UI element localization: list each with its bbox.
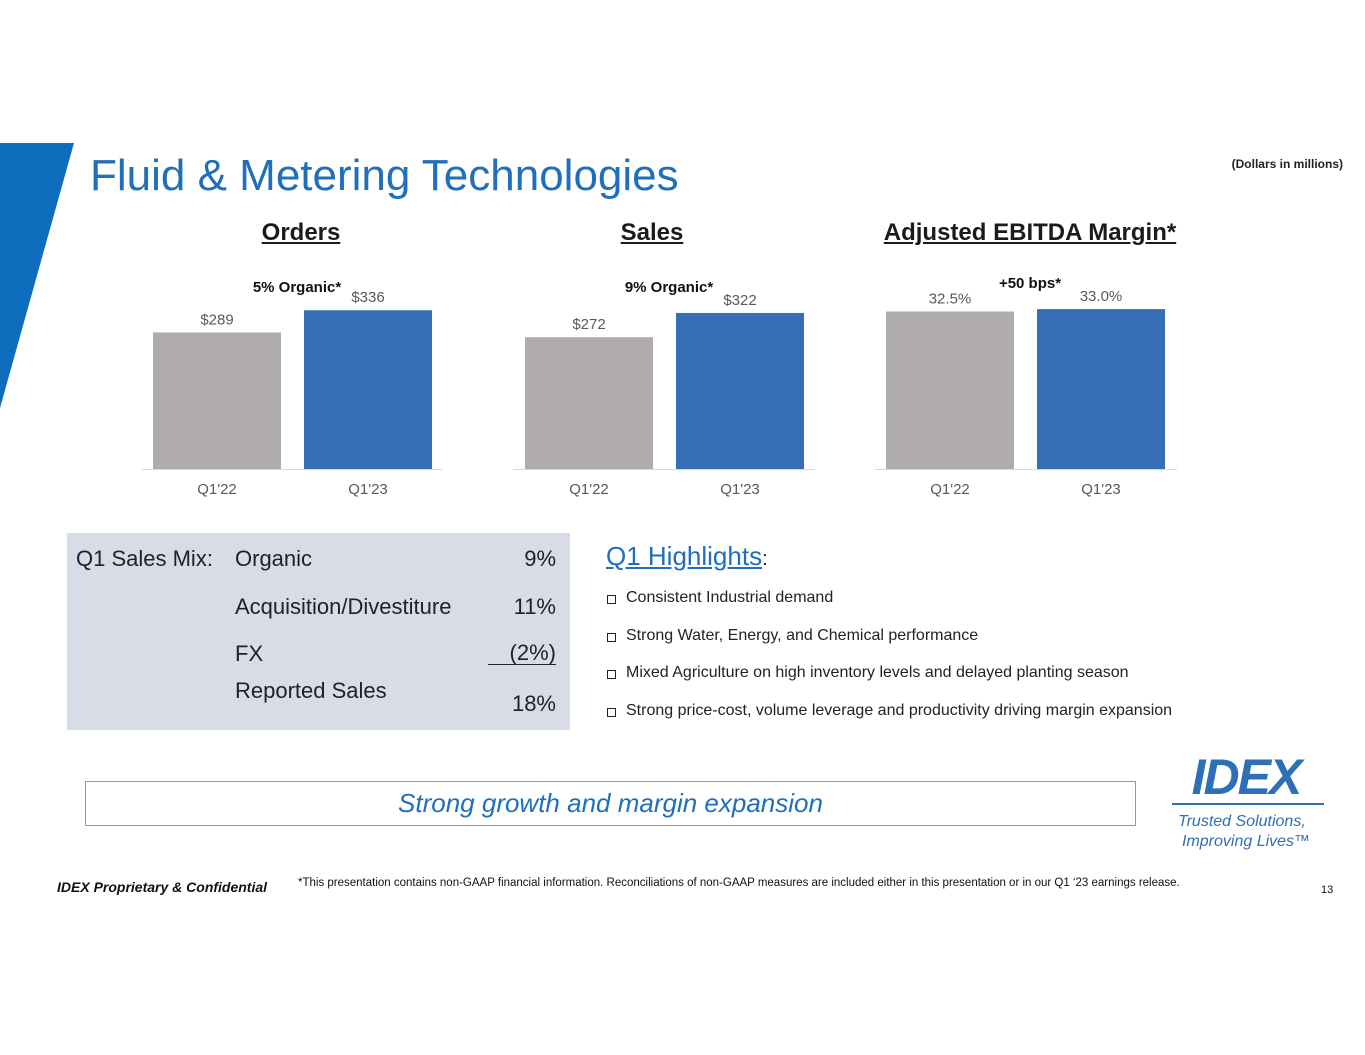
bar [676, 312, 804, 469]
summary-banner: Strong growth and margin expansion [85, 781, 1136, 826]
mix-row-name: Acquisition/Divestiture [235, 594, 452, 619]
tick-label: Q1'23 [1081, 481, 1121, 498]
mix-row-name: Reported Sales [235, 678, 387, 703]
list-item: Strong Water, Energy, and Chemical perfo… [606, 627, 1172, 665]
mix-row-value: 11% [513, 594, 556, 619]
footer-confidential: IDEX Proprietary & Confidential [57, 879, 268, 895]
data-label: $322 [723, 292, 756, 309]
bar [153, 332, 281, 469]
list-item-text: Strong Water, Energy, and Chemical perfo… [626, 626, 979, 644]
list-item: Consistent Industrial demand [606, 589, 1172, 627]
bar [1037, 309, 1165, 469]
idex-wordmark: IDEX [1192, 752, 1305, 805]
list-item: Strong price-cost, volume leverage and p… [606, 702, 1172, 740]
idex-wordmark-icon: IDEX [1172, 749, 1324, 805]
list-item: Mixed Agriculture on high inventory leve… [606, 664, 1172, 702]
tick-label: Q1'22 [197, 481, 237, 498]
ebitda-heading: Adjusted EBITDA Margin* [883, 219, 1177, 246]
data-label: $336 [351, 289, 384, 306]
accent-stripe [0, 143, 74, 408]
highlights-title: Q1 Highlights: [606, 541, 768, 572]
checkbox-bullet-icon [607, 595, 616, 604]
checkbox-bullet-icon [607, 670, 616, 680]
highlights-title-text: Q1 Highlights [606, 541, 763, 571]
orders-subtitle: 5% Organic* [252, 279, 342, 296]
page-title: Fluid & Metering Technologies [90, 151, 679, 200]
mix-row-name: FX [235, 641, 264, 666]
mix-row-value: (2%) [487, 641, 556, 665]
footer-note: *This presentation contains non-GAAP fin… [298, 877, 1180, 889]
list-item-text: Strong price-cost, volume leverage and p… [626, 701, 1173, 719]
tick-label: Q1'22 [930, 481, 970, 498]
data-label: $272 [572, 316, 605, 333]
units-note: (Dollars in millions) [1231, 157, 1343, 171]
data-label: 33.0% [1080, 288, 1123, 305]
tick-label: Q1'22 [569, 481, 609, 498]
list-item-text: Mixed Agriculture on high inventory leve… [626, 664, 1129, 682]
bar [304, 310, 432, 469]
bar [525, 337, 653, 469]
mix-row-value: 9% [524, 546, 556, 571]
idex-logo: IDEX Trusted Solutions, Improving Lives™ [1168, 749, 1330, 850]
list-item-text: Consistent Industrial demand [626, 589, 834, 606]
sales-subtitle: 9% Organic* [624, 279, 714, 296]
data-label: 32.5% [929, 291, 972, 308]
mix-row-value: 18% [511, 691, 556, 716]
logo-tagline-line: Improving Lives™ [1182, 833, 1311, 850]
orders-heading: Orders [261, 219, 341, 246]
page-number: 13 [1321, 884, 1334, 896]
sales-mix-panel: Q1 Sales Mix: Organic 9% Acquisition/Div… [67, 533, 570, 730]
data-label: $289 [200, 311, 233, 328]
mix-row-name: Organic [235, 546, 313, 571]
highlights-list: Consistent Industrial demand Strong Wate… [606, 589, 1172, 739]
sales-heading: Sales [620, 219, 684, 246]
highlights-colon: : [762, 548, 768, 570]
ebitda-subtitle: +50 bps* [998, 275, 1062, 292]
tick-label: Q1'23 [348, 481, 388, 498]
tick-label: Q1'23 [720, 481, 760, 498]
checkbox-bullet-icon [607, 632, 616, 642]
logo-tagline-line: Trusted Solutions, [1178, 813, 1306, 830]
bar-charts: $289 Q1'22 $336 Q1'23 $272 Q1'22 $322 Q1'23 32.5… [142, 288, 1177, 498]
logo-tagline: Trusted Solutions, Improving Lives™ [1178, 812, 1310, 852]
bar [886, 311, 1014, 469]
checkbox-bullet-icon [607, 707, 616, 717]
sales-mix-label: Q1 Sales Mix: [76, 546, 213, 571]
